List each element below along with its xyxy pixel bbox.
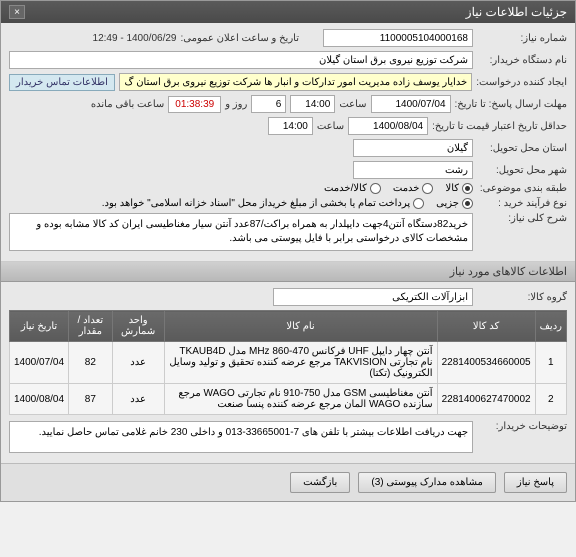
cell-code: 2281400534660005	[437, 342, 535, 384]
window: جزئیات اطلاعات نیاز × شماره نیاز: 110000…	[0, 0, 576, 502]
cell-name: آنتن مغناطیسی GSM مدل 750-910 نام تجارتی…	[164, 384, 437, 415]
buytype-radio-group: جزیی پرداخت تمام یا بخشی از مبلغ خریداز …	[102, 198, 473, 209]
desc-label: شرح کلی نیاز:	[477, 213, 567, 224]
city-field: رشت	[353, 161, 473, 179]
buytype-label: نوع فرآیند خرید :	[477, 198, 567, 209]
buyer-field: شرکت توزیع نیروی برق استان گیلان	[9, 51, 473, 69]
remain-label: ساعت باقی مانده	[91, 99, 164, 110]
radio-both-label: کالا/خدمت	[324, 183, 367, 194]
info-badge[interactable]: اطلاعات تماس خریدار	[9, 74, 115, 91]
th-code: کد کالا	[437, 311, 535, 342]
radio-service-label: خدمت	[393, 183, 420, 194]
province-label: استان محل تحویل:	[477, 143, 567, 154]
cell-qty: 82	[69, 342, 113, 384]
cell-code: 2281400627470002	[437, 384, 535, 415]
close-icon[interactable]: ×	[9, 5, 25, 19]
window-title: جزئیات اطلاعات نیاز	[466, 5, 567, 19]
cell-date: 1400/07/04	[10, 342, 69, 384]
cell-qty: 87	[69, 384, 113, 415]
days-field: 6	[251, 95, 286, 113]
province-field: گیلان	[353, 139, 473, 157]
form-area: شماره نیاز: 1100005104000168 تاریخ و ساع…	[1, 23, 575, 261]
validity-date-field: 1400/08/04	[348, 117, 428, 135]
radio-partial-label: جزیی	[436, 198, 459, 209]
radio-service[interactable]: خدمت	[393, 183, 434, 194]
radio-full[interactable]: پرداخت تمام یا بخشی از مبلغ خریداز محل "…	[102, 198, 424, 209]
items-section-header: اطلاعات کالاهای مورد نیاز	[1, 261, 575, 282]
validity-time-field: 14:00	[268, 117, 313, 135]
th-unit: واحد شمارش	[112, 311, 164, 342]
deadline-label: مهلت ارسال پاسخ: تا تاریخ:	[455, 99, 567, 110]
radio-dot-icon	[370, 183, 381, 194]
attachments-button[interactable]: مشاهده مدارک پیوستی (3)	[358, 472, 496, 493]
buyer-label: نام دستگاه خریدار:	[477, 55, 567, 66]
goods-group-field: ابزارآلات الکتریکی	[273, 288, 473, 306]
cell-n: 1	[535, 342, 566, 384]
cell-unit: عدد	[112, 342, 164, 384]
deadline-date-field: 1400/07/04	[371, 95, 451, 113]
classify-label: طبقه بندی موضوعی:	[477, 183, 567, 194]
notes-textarea: جهت دریافت اطلاعات بیشتر با تلفن های 7-3…	[9, 421, 473, 453]
items-table: ردیف کد کالا نام کالا واحد شمارش تعداد /…	[9, 310, 567, 415]
cell-date: 1400/08/04	[10, 384, 69, 415]
desc-textarea: خرید82دستگاه آنتن4جهت دایپلدار به همراه …	[9, 213, 473, 251]
th-qty: تعداد / مقدار	[69, 311, 113, 342]
table-header-row: ردیف کد کالا نام کالا واحد شمارش تعداد /…	[10, 311, 567, 342]
radio-dot-icon	[462, 198, 473, 209]
th-row: ردیف	[535, 311, 566, 342]
table-row[interactable]: 1 2281400534660005 آنتن چهار دایپل UHF ف…	[10, 342, 567, 384]
requester-label: ایجاد کننده درخواست:	[476, 77, 567, 88]
notes-label: توضیحات خریدار:	[477, 421, 567, 432]
need-number-field: 1100005104000168	[323, 29, 473, 47]
radio-goods-label: کالا	[445, 183, 459, 194]
announce-label: تاریخ و ساعت اعلان عمومی:	[181, 33, 300, 44]
radio-partial[interactable]: جزیی	[436, 198, 473, 209]
city-label: شهر محل تحویل:	[477, 165, 567, 176]
radio-both[interactable]: کالا/خدمت	[324, 183, 381, 194]
titlebar: جزئیات اطلاعات نیاز ×	[1, 1, 575, 23]
th-date: تاریخ نیاز	[10, 311, 69, 342]
radio-full-label: پرداخت تمام یا بخشی از مبلغ خریداز محل "…	[102, 198, 410, 209]
deadline-time-field: 14:00	[290, 95, 335, 113]
th-name: نام کالا	[164, 311, 437, 342]
announce-value: 1400/06/29 - 12:49	[93, 33, 177, 44]
back-button[interactable]: بازگشت	[290, 472, 350, 493]
bottom-bar: پاسخ نیاز مشاهده مدارک پیوستی (3) بازگشت	[1, 463, 575, 501]
need-number-label: شماره نیاز:	[477, 33, 567, 44]
radio-dot-icon	[422, 183, 433, 194]
requester-field: خدایار یوسف زاده مدیریت امور تدارکات و ا…	[119, 73, 472, 91]
days-label: روز و	[225, 99, 247, 110]
cell-unit: عدد	[112, 384, 164, 415]
validity-time-label: ساعت	[317, 121, 344, 132]
radio-dot-icon	[462, 183, 473, 194]
radio-goods[interactable]: کالا	[445, 183, 473, 194]
radio-dot-icon	[413, 198, 424, 209]
cell-n: 2	[535, 384, 566, 415]
cell-name: آنتن چهار دایپل UHF فرکانس MHz 860-470 م…	[164, 342, 437, 384]
deadline-time-label: ساعت	[339, 99, 366, 110]
validity-label: حداقل تاریخ اعتبار قیمت تا تاریخ:	[432, 121, 567, 132]
countdown-field: 01:38:39	[168, 96, 221, 113]
table-row[interactable]: 2 2281400627470002 آنتن مغناطیسی GSM مدل…	[10, 384, 567, 415]
reply-button[interactable]: پاسخ نیاز	[504, 472, 567, 493]
classify-radio-group: کالا خدمت کالا/خدمت	[324, 183, 473, 194]
goods-group-label: گروه کالا:	[477, 292, 567, 303]
